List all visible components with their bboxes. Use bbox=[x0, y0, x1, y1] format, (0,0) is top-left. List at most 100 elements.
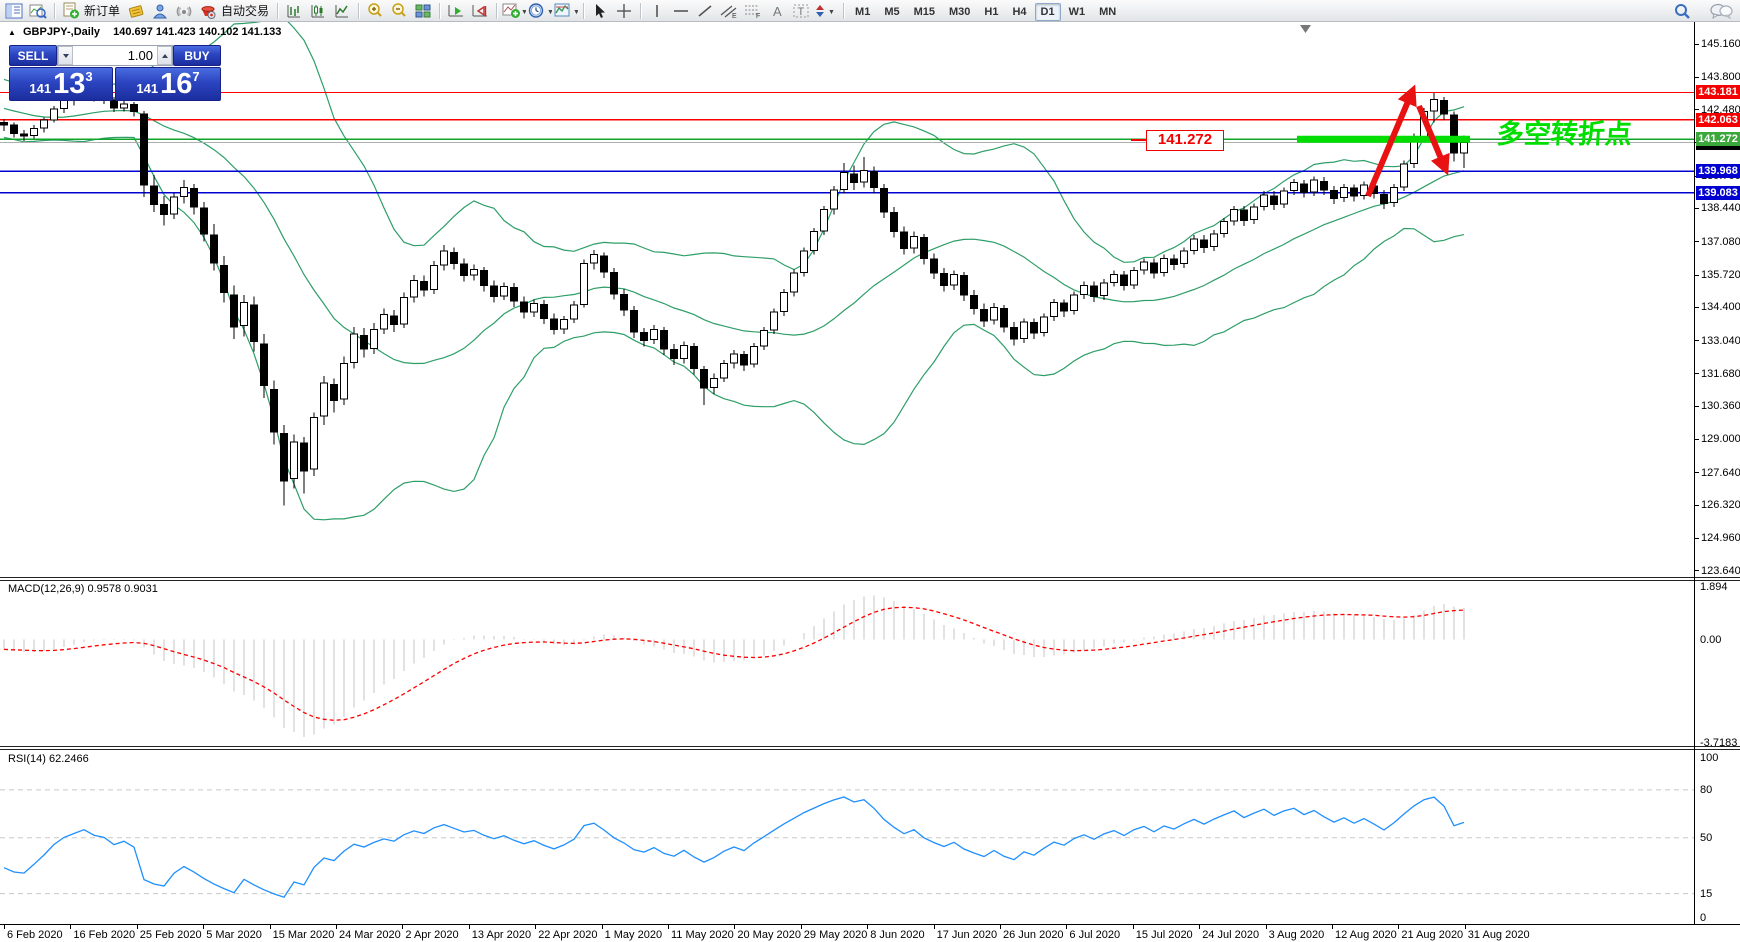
candlestick-chart-icon[interactable] bbox=[307, 1, 329, 21]
turning-point-note[interactable]: 多空转折点 bbox=[1495, 119, 1633, 150]
price-callout-box[interactable]: 141.272 bbox=[1146, 130, 1224, 151]
chart-shift-icon[interactable] bbox=[469, 1, 491, 21]
candle-body bbox=[1140, 261, 1148, 271]
timeframe-button-M5[interactable]: M5 bbox=[884, 5, 900, 18]
timeframe-button-M15[interactable]: M15 bbox=[913, 5, 935, 18]
text-icon[interactable]: A bbox=[766, 1, 788, 21]
candle-body bbox=[980, 308, 988, 322]
date-tick bbox=[1066, 925, 1068, 929]
autotrading-icon[interactable] bbox=[197, 1, 219, 21]
arrow-down-annotation[interactable] bbox=[1416, 104, 1450, 176]
arrow-up-annotation[interactable] bbox=[1365, 84, 1417, 198]
date-label[interactable]: 13 Apr 2020 bbox=[471, 929, 532, 941]
date-label[interactable]: 29 May 2020 bbox=[803, 929, 868, 941]
equidistant-channel-icon[interactable]: E bbox=[718, 1, 740, 21]
data-window-icon[interactable] bbox=[149, 1, 171, 21]
new-order-label[interactable]: 新订单 bbox=[84, 4, 121, 18]
date-label[interactable]: 22 Apr 2020 bbox=[538, 929, 598, 941]
date-label[interactable]: 21 Aug 2020 bbox=[1401, 929, 1464, 941]
cursor-icon[interactable] bbox=[589, 1, 611, 21]
auto-scroll-icon[interactable] bbox=[445, 1, 467, 21]
bollinger-upper-band[interactable] bbox=[3, 22, 1465, 271]
date-label[interactable]: 15 Mar 2020 bbox=[272, 929, 335, 941]
candle-body bbox=[1270, 195, 1278, 206]
timeframe-button-MN[interactable]: MN bbox=[1099, 5, 1117, 18]
market-watch-icon[interactable] bbox=[125, 1, 147, 21]
date-label[interactable]: 16 Feb 2020 bbox=[73, 929, 136, 941]
level-price-tag: 141.272 bbox=[1696, 132, 1740, 147]
pane-splitter[interactable] bbox=[0, 577, 1740, 581]
candle-body bbox=[1330, 189, 1338, 199]
buy-price-display[interactable]: 141 16 7 bbox=[115, 67, 221, 101]
volume-decrease-button[interactable] bbox=[58, 46, 73, 65]
candle-body bbox=[10, 124, 18, 135]
timeframe-button-H4[interactable]: H4 bbox=[1012, 5, 1027, 18]
volume-input[interactable]: 1.00 bbox=[127, 48, 153, 63]
candle-body bbox=[820, 208, 828, 232]
sell-button[interactable]: SELL bbox=[9, 45, 57, 66]
candle-body bbox=[1190, 238, 1198, 252]
crosshair-icon[interactable] bbox=[613, 1, 635, 21]
date-label[interactable]: 17 Jun 2020 bbox=[936, 929, 998, 941]
date-label[interactable]: 25 Feb 2020 bbox=[139, 929, 202, 941]
date-label[interactable]: 26 Jun 2020 bbox=[1003, 929, 1064, 941]
horizontal-line-icon[interactable] bbox=[670, 1, 692, 21]
date-label[interactable]: 8 Jun 2020 bbox=[870, 929, 925, 941]
date-label[interactable]: 11 May 2020 bbox=[671, 929, 734, 941]
line-chart-icon[interactable] bbox=[331, 1, 353, 21]
date-label[interactable]: 5 Mar 2020 bbox=[206, 929, 262, 941]
date-label[interactable]: 15 Jul 2020 bbox=[1135, 929, 1193, 941]
templates-icon[interactable]: ▼ bbox=[554, 1, 578, 21]
price-tick-label: 143.800 bbox=[1701, 71, 1740, 84]
chart-shift-marker-icon[interactable] bbox=[1300, 25, 1311, 33]
pane-splitter[interactable] bbox=[0, 746, 1740, 750]
chat-icon[interactable] bbox=[1709, 1, 1733, 21]
date-label[interactable]: 3 Aug 2020 bbox=[1268, 929, 1325, 941]
arrows-icon[interactable]: ▼ bbox=[814, 1, 838, 21]
date-label[interactable]: 20 May 2020 bbox=[737, 929, 801, 941]
buy-button[interactable]: BUY bbox=[173, 45, 221, 66]
candle-body bbox=[570, 304, 578, 320]
candle-body bbox=[390, 315, 398, 325]
volume-increase-button[interactable] bbox=[157, 46, 172, 65]
timeframe-button-W1[interactable]: W1 bbox=[1068, 5, 1086, 18]
timeframe-button-M30[interactable]: M30 bbox=[949, 5, 971, 18]
vertical-line-icon[interactable] bbox=[646, 1, 668, 21]
toolbar-separator bbox=[439, 2, 441, 19]
date-label[interactable]: 24 Jul 2020 bbox=[1202, 929, 1260, 941]
candle-body bbox=[1320, 180, 1328, 191]
bollinger-lower-band[interactable] bbox=[3, 136, 1465, 521]
zoom-in-icon[interactable] bbox=[364, 1, 386, 21]
tile-windows-icon[interactable] bbox=[412, 1, 434, 21]
profiles-icon[interactable] bbox=[27, 1, 49, 21]
indicators-icon[interactable]: ▼ bbox=[502, 1, 526, 21]
trendline-icon[interactable] bbox=[694, 1, 716, 21]
collapse-panel-arrow-icon[interactable]: ▲ bbox=[8, 28, 16, 37]
bar-chart-icon[interactable] bbox=[283, 1, 305, 21]
macd-pane[interactable] bbox=[0, 581, 1694, 746]
rsi-pane[interactable] bbox=[0, 750, 1694, 924]
zoom-out-icon[interactable] bbox=[388, 1, 410, 21]
date-label[interactable]: 6 Jul 2020 bbox=[1069, 929, 1121, 941]
timeframe-button-M1[interactable]: M1 bbox=[855, 5, 871, 18]
timeframe-button-H1[interactable]: H1 bbox=[984, 5, 999, 18]
date-label[interactable]: 1 May 2020 bbox=[604, 929, 663, 941]
date-label[interactable]: 31 Aug 2020 bbox=[1467, 929, 1530, 941]
timeframe-button-D1[interactable]: D1 bbox=[1034, 2, 1061, 21]
text-label-icon[interactable]: T bbox=[790, 1, 812, 21]
date-label[interactable]: 12 Aug 2020 bbox=[1335, 929, 1397, 941]
sell-price-display[interactable]: 141 13 3 bbox=[9, 67, 113, 101]
date-label[interactable]: 24 Mar 2020 bbox=[339, 929, 401, 941]
autotrading-label[interactable]: 自动交易 bbox=[221, 4, 270, 18]
main-chart-pane[interactable] bbox=[0, 22, 1694, 577]
new-order-icon[interactable] bbox=[60, 1, 82, 21]
up-arrow-icon bbox=[161, 53, 168, 58]
periods-icon[interactable]: ▼ bbox=[528, 1, 552, 21]
date-label[interactable]: 2 Apr 2020 bbox=[405, 929, 459, 941]
fibonacci-icon[interactable]: F bbox=[742, 1, 764, 21]
search-icon[interactable] bbox=[1672, 1, 1694, 21]
date-label[interactable]: 6 Feb 2020 bbox=[7, 929, 63, 941]
bollinger-middle-band[interactable] bbox=[3, 107, 1465, 365]
chart-window-icon[interactable] bbox=[3, 1, 25, 21]
navigator-icon[interactable] bbox=[173, 1, 195, 21]
